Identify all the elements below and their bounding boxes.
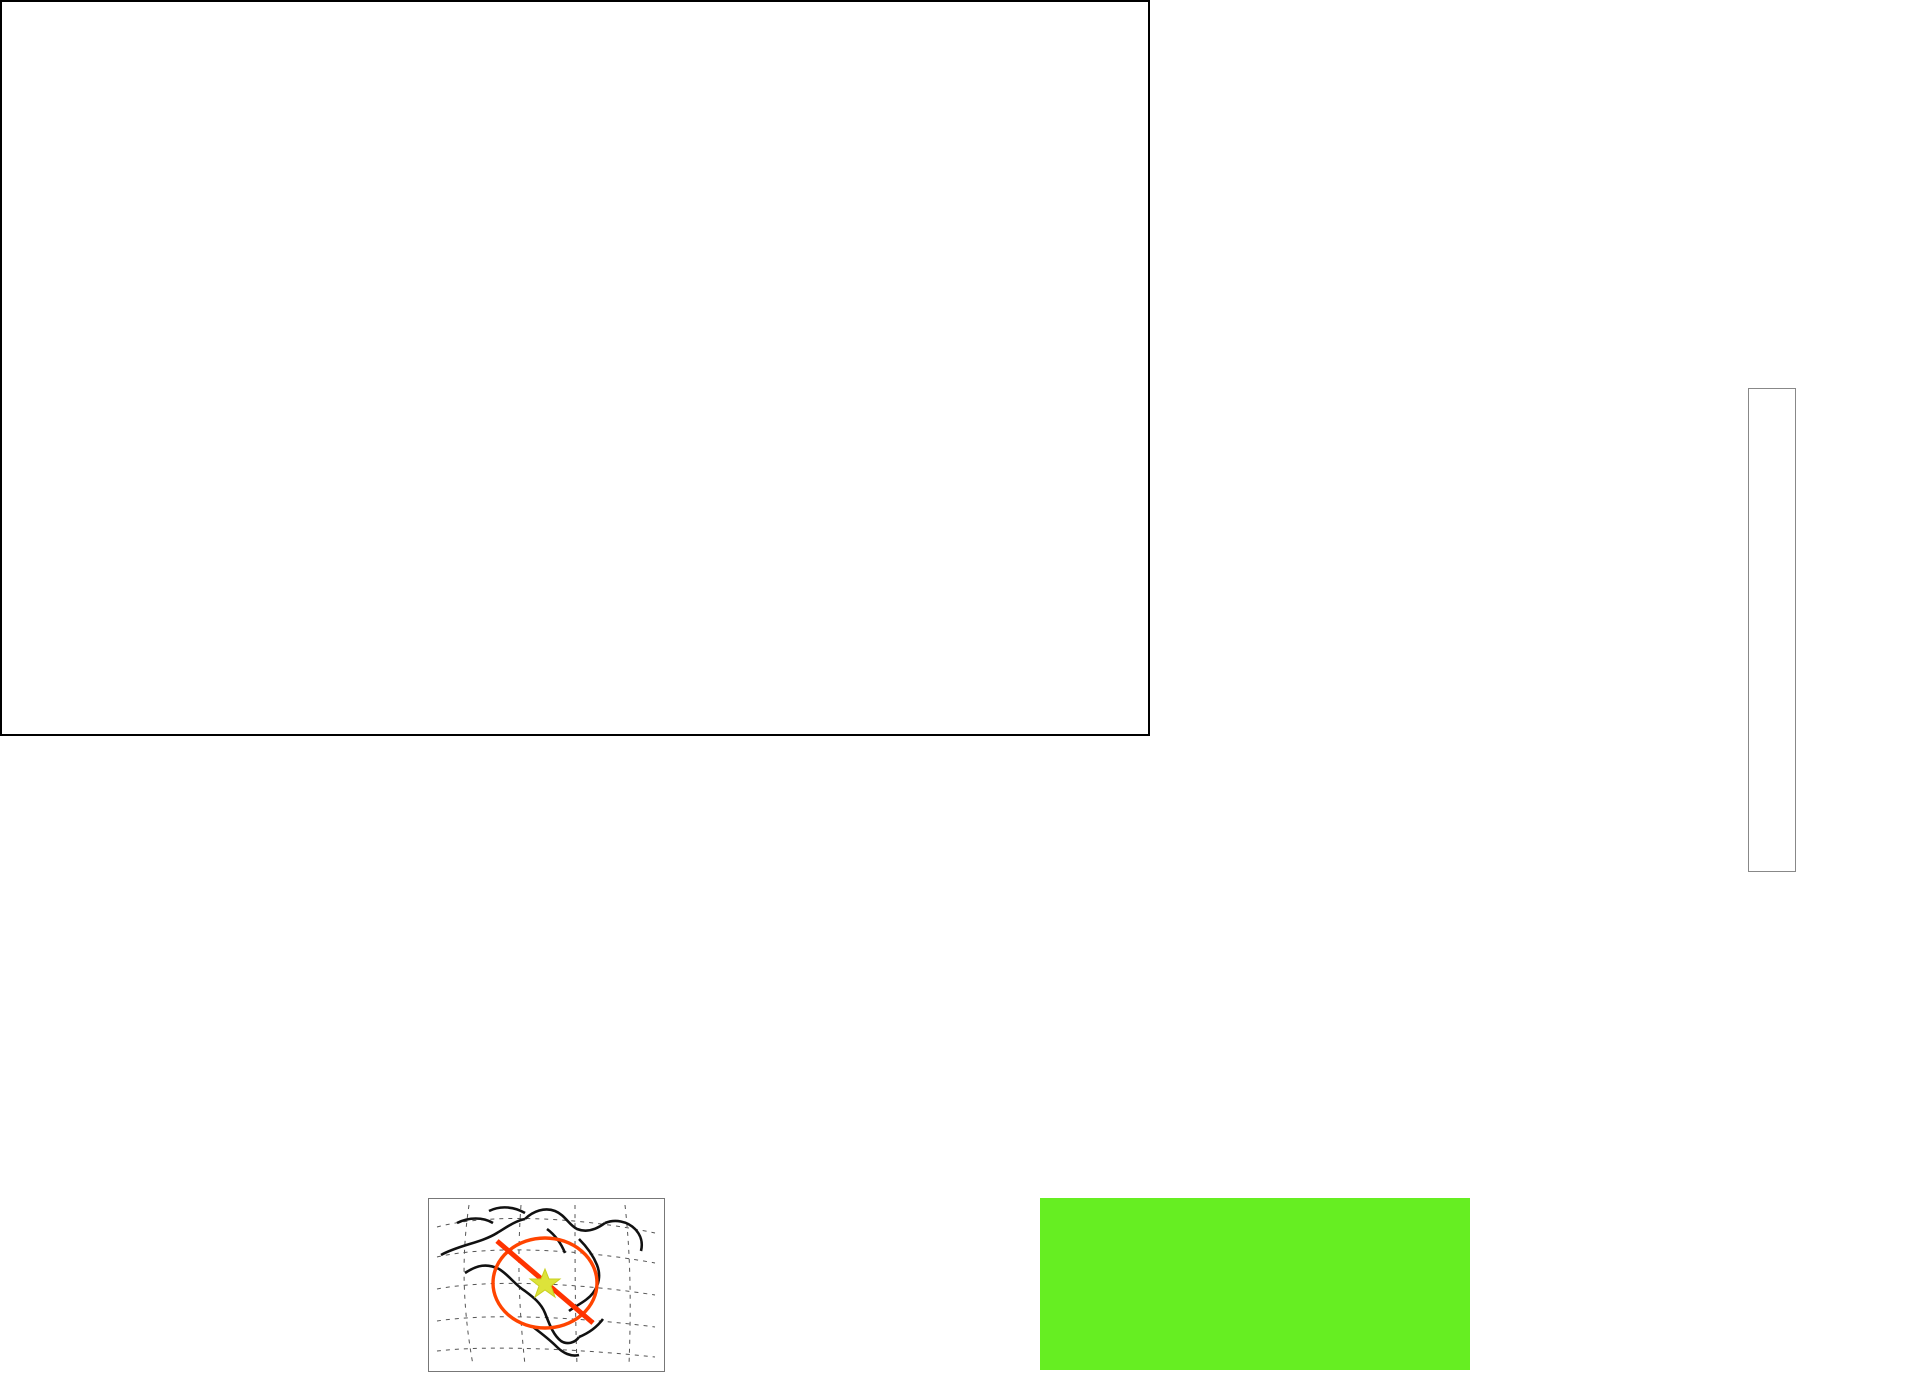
contour-overlay (0, 0, 1150, 736)
colorbar (1748, 388, 1796, 872)
coastlines (440, 1206, 644, 1357)
inset-map-svg (436, 1204, 656, 1366)
range-circle (491, 1236, 599, 1330)
station-star (528, 1267, 562, 1299)
plot-legend (1040, 1198, 1470, 1370)
inset-locator-map (428, 1198, 665, 1372)
